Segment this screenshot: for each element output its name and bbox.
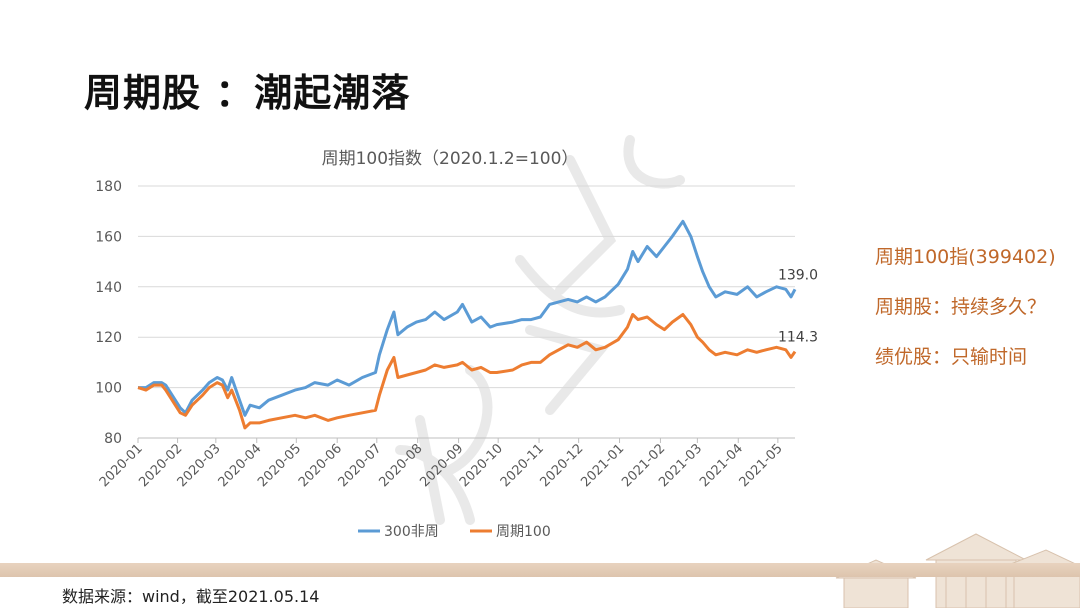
footer-band bbox=[0, 563, 1080, 577]
series-line bbox=[137, 313, 797, 430]
note-cycle-duration: 周期股：持续多久？ bbox=[875, 296, 1047, 318]
y-tick-label: 80 bbox=[104, 431, 122, 447]
y-tick-label: 180 bbox=[95, 179, 122, 195]
line-chart: 周期100指数（2020.1.2=100） 80 100 120 140 160 180 2… bbox=[70, 135, 830, 555]
x-tick-label: 2020-12 bbox=[537, 441, 586, 490]
x-tick-label: 2020-05 bbox=[255, 441, 304, 490]
x-tick-label: 2020-08 bbox=[376, 441, 425, 490]
note-quality-stocks: 绩优股：只输时间 bbox=[875, 346, 1028, 368]
chart-title: 周期100指数（2020.1.2=100） bbox=[322, 149, 579, 169]
data-source-note: 数据来源：wind，截至2021.05.14 bbox=[62, 587, 320, 606]
page-title: 周期股 ：潮起潮落 bbox=[84, 71, 411, 115]
legend-label: 周期100 bbox=[496, 524, 551, 540]
side-notes: 周期100指(399402) 周期股：持续多久？ 绩优股：只输时间 bbox=[875, 232, 1080, 382]
legend-label: 300非周 bbox=[384, 524, 439, 540]
series-lines bbox=[137, 219, 797, 430]
legend: 300非周 周期100 bbox=[358, 524, 551, 540]
x-tick-label: 2020-07 bbox=[336, 441, 385, 490]
gridlines bbox=[138, 185, 795, 439]
y-tick-label: 140 bbox=[95, 280, 122, 296]
axes: 801001201401601802020-012020-022020-0320… bbox=[95, 179, 795, 490]
x-tick-label: 2021-05 bbox=[737, 441, 786, 490]
x-tick-label: 2020-10 bbox=[457, 441, 506, 490]
y-tick-label: 120 bbox=[95, 330, 122, 346]
series-end-label: 139.0 bbox=[778, 267, 818, 283]
x-tick-label: 2021-01 bbox=[578, 441, 627, 490]
note-index-code: 周期100指(399402) bbox=[875, 246, 1056, 268]
y-tick-label: 100 bbox=[95, 381, 122, 397]
y-tick-label: 160 bbox=[95, 229, 122, 245]
end-labels: 139.0 114.3 bbox=[778, 267, 818, 345]
series-line bbox=[138, 219, 797, 417]
series-end-label: 114.3 bbox=[778, 330, 818, 346]
